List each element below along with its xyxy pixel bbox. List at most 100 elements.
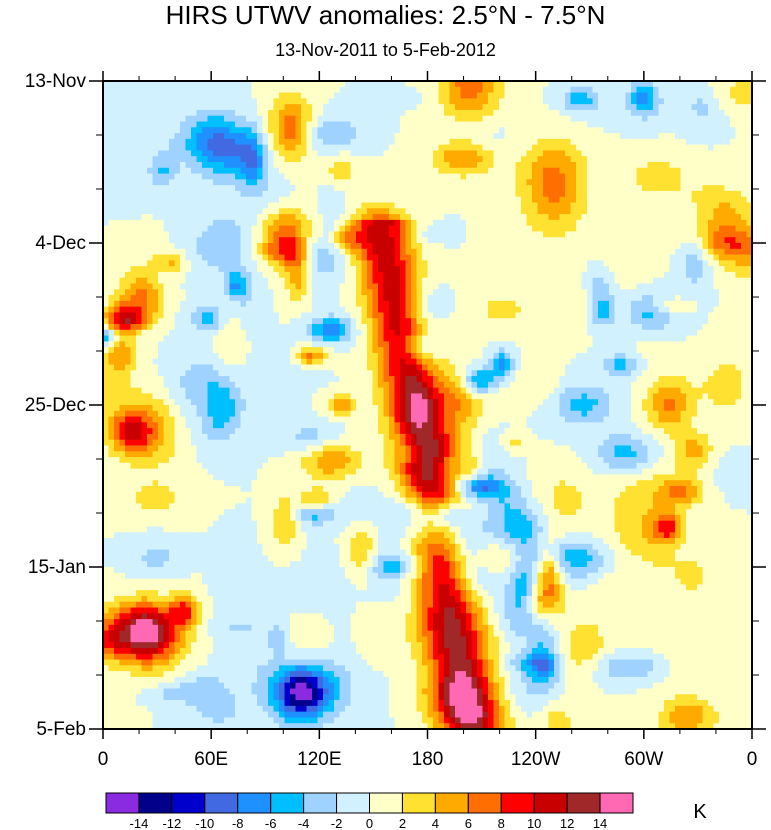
heatmap-cell (164, 289, 170, 295)
heatmap-cell (131, 260, 137, 266)
heatmap-cell (158, 324, 164, 330)
heatmap-cell (373, 208, 379, 214)
heatmap-cell (582, 208, 588, 214)
heatmap-cell (125, 289, 131, 295)
heatmap-cell (395, 145, 401, 151)
heatmap-cell (395, 237, 401, 243)
heatmap-cell (741, 266, 747, 272)
heatmap-cell (505, 266, 511, 272)
heatmap-cell (175, 133, 181, 139)
heatmap-cell (565, 214, 571, 220)
heatmap-cell (499, 231, 505, 237)
heatmap-cell (499, 237, 505, 243)
heatmap-cell (318, 122, 324, 128)
heatmap-cell (461, 249, 467, 255)
heatmap-cell (230, 278, 236, 284)
heatmap-cell (180, 197, 186, 203)
heatmap-cell (653, 93, 659, 99)
heatmap-cell (109, 295, 115, 301)
heatmap-cell (472, 133, 478, 139)
heatmap-cell (736, 203, 742, 209)
heatmap-cell (593, 156, 599, 162)
heatmap-cell (543, 266, 549, 272)
heatmap-cell (637, 307, 643, 313)
heatmap-cell (334, 191, 340, 197)
heatmap-cell (681, 162, 687, 168)
heatmap-cell (285, 295, 291, 301)
heatmap-cell (400, 284, 406, 290)
heatmap-cell (125, 168, 131, 174)
heatmap-cell (719, 98, 725, 104)
heatmap-cell (169, 208, 175, 214)
heatmap-cell (472, 185, 478, 191)
heatmap-cell (345, 214, 351, 220)
heatmap-cell (120, 272, 126, 278)
heatmap-cell (439, 150, 445, 156)
heatmap-cell (571, 93, 577, 99)
heatmap-cell (367, 98, 373, 104)
heatmap-cell (114, 98, 120, 104)
heatmap-cell (169, 116, 175, 122)
heatmap-cell (274, 284, 280, 290)
heatmap-cell (538, 98, 544, 104)
heatmap-cell (356, 318, 362, 324)
heatmap-cell (714, 214, 720, 220)
heatmap-cell (378, 185, 384, 191)
heatmap-cell (180, 307, 186, 313)
heatmap-cell (120, 116, 126, 122)
heatmap-cell (367, 191, 373, 197)
heatmap-cell (708, 318, 714, 324)
heatmap-cell (477, 307, 483, 313)
heatmap-cell (527, 318, 533, 324)
heatmap-cell (450, 266, 456, 272)
heatmap-cell (147, 220, 153, 226)
heatmap-cell (252, 237, 258, 243)
heatmap-cell (620, 272, 626, 278)
heatmap-cell (692, 116, 698, 122)
heatmap-cell (604, 318, 610, 324)
heatmap-cell (197, 237, 203, 243)
heatmap-cell (422, 133, 428, 139)
heatmap-cell (703, 301, 709, 307)
heatmap-cell (362, 301, 368, 307)
heatmap-cell (692, 156, 698, 162)
heatmap-cell (477, 87, 483, 93)
heatmap-cell (367, 266, 373, 272)
heatmap-cell (219, 104, 225, 110)
heatmap-cell (505, 231, 511, 237)
heatmap-cell (329, 249, 335, 255)
heatmap-cell (741, 179, 747, 185)
heatmap-cell (543, 260, 549, 266)
heatmap-cell (516, 87, 522, 93)
heatmap-cell (543, 289, 549, 295)
heatmap-cell (312, 127, 318, 133)
heatmap-cell (384, 93, 390, 99)
heatmap-cell (186, 312, 192, 318)
heatmap-cell (681, 156, 687, 162)
heatmap-cell (494, 203, 500, 209)
heatmap-cell (741, 231, 747, 237)
heatmap-cell (483, 162, 489, 168)
heatmap-cell (439, 272, 445, 278)
heatmap-cell (213, 93, 219, 99)
heatmap-cell (604, 139, 610, 145)
heatmap-cell (362, 197, 368, 203)
heatmap-cell (637, 214, 643, 220)
heatmap-cell (340, 127, 346, 133)
heatmap-cell (554, 243, 560, 249)
heatmap-cell (653, 168, 659, 174)
heatmap-cell (164, 162, 170, 168)
heatmap-cell (125, 278, 131, 284)
heatmap-cell (604, 260, 610, 266)
heatmap-cell (274, 324, 280, 330)
heatmap-cell (120, 231, 126, 237)
heatmap-cell (367, 93, 373, 99)
heatmap-cell (268, 133, 274, 139)
heatmap-cell (417, 122, 423, 128)
heatmap-cell (274, 208, 280, 214)
heatmap-cell (609, 116, 615, 122)
heatmap-cell (488, 93, 494, 99)
heatmap-cell (615, 110, 621, 116)
heatmap-cell (373, 220, 379, 226)
heatmap-cell (147, 174, 153, 180)
